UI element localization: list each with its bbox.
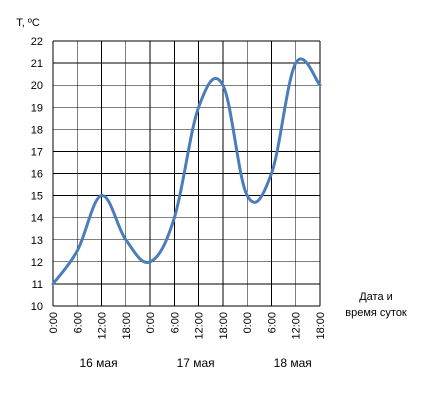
x-tick-label: 6:00 — [266, 312, 278, 333]
x-tick-label: 18:00 — [315, 312, 327, 340]
y-tick-label: 15 — [31, 191, 43, 203]
y-tick-label: 10 — [31, 301, 43, 313]
series-layer — [51, 57, 322, 286]
y-tick-label: 18 — [31, 124, 43, 136]
x-axis-label-line-1: Дата и — [359, 291, 393, 303]
y-axis-label: T, ºC — [16, 17, 40, 29]
day-label: 18 мая — [274, 356, 312, 370]
x-tick-label: 18:00 — [121, 312, 133, 340]
temperature-series-line — [51, 57, 322, 286]
y-tick-label: 20 — [31, 80, 43, 92]
y-tick-label: 16 — [31, 169, 43, 181]
x-tick-label: 12:00 — [291, 312, 303, 340]
y-tick-label: 19 — [31, 102, 43, 114]
x-tick-label: 6:00 — [72, 312, 84, 333]
x-tick-label: 6:00 — [169, 312, 181, 333]
y-tick-label: 21 — [31, 58, 43, 70]
x-tick-label: 12:00 — [194, 312, 206, 340]
y-tick-label: 13 — [31, 235, 43, 247]
y-tick-label: 14 — [31, 213, 43, 225]
x-tick-labels: 0:00 6:00 12:00 18:00 0:00 6:00 12:00 18:00 0:00… — [48, 312, 327, 340]
y-tick-label: 11 — [32, 279, 43, 291]
day-label: 17 мая — [177, 356, 215, 370]
x-tick-label: 0:00 — [242, 312, 254, 333]
x-axis-label-line-2: время суток — [345, 307, 407, 319]
x-tick-label: 0:00 — [48, 312, 60, 333]
x-tick-label: 18:00 — [218, 312, 230, 340]
day-labels: 16 мая 17 мая 18 мая — [79, 356, 311, 370]
y-tick-label: 17 — [31, 146, 43, 158]
y-tick-labels: 10 11 12 13 14 15 16 17 18 19 20 21 22 — [31, 36, 43, 313]
x-tick-label: 12:00 — [97, 312, 109, 340]
y-tick-label: 12 — [31, 257, 43, 269]
axes — [52, 41, 320, 307]
y-tick-label: 22 — [31, 36, 43, 48]
grid — [52, 40, 321, 307]
x-tick-label: 0:00 — [145, 312, 157, 333]
day-label: 16 мая — [79, 356, 117, 370]
